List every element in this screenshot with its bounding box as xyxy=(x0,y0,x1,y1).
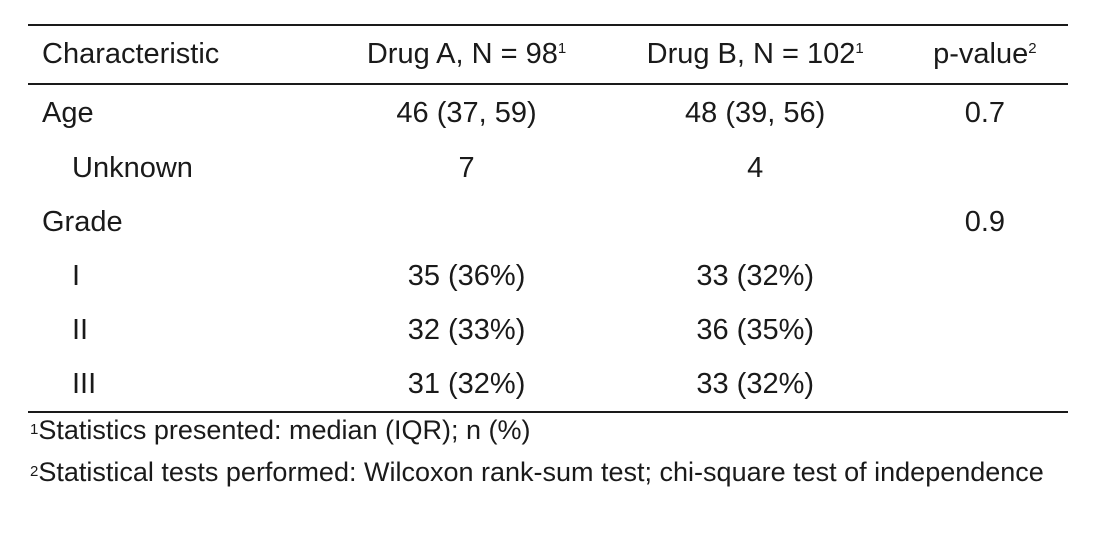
row-label: Age xyxy=(42,96,94,129)
footnote-marker: 1 xyxy=(855,40,864,57)
cell-drug-b: 4 xyxy=(747,151,764,184)
footnote-text: Statistical tests performed: Wilcoxon ra… xyxy=(38,457,1044,487)
table-row: Unknown 7 4 xyxy=(28,141,1068,195)
header-p-value: p-value2 xyxy=(902,25,1068,84)
cell-drug-b: 33 (32%) xyxy=(696,259,815,292)
cell-drug-a: 35 (36%) xyxy=(407,259,526,292)
header-drug-a: Drug A, N = 981 xyxy=(324,25,608,84)
header-characteristic-label: Characteristic xyxy=(42,38,220,70)
header-drug-b: Drug B, N = 1021 xyxy=(609,25,902,84)
cell-p-value xyxy=(902,249,1068,303)
table-row: Grade 0.9 xyxy=(28,195,1068,249)
row-label: I xyxy=(72,259,81,292)
footnote-marker: 2 xyxy=(1028,40,1037,57)
table-row: II 32 (33%) 36 (35%) xyxy=(28,303,1068,357)
cell-drug-b: 48 (39, 56) xyxy=(685,96,826,129)
table-header-row: Characteristic Drug A, N = 981 Drug B, N… xyxy=(28,25,1068,84)
row-label: Grade xyxy=(42,205,123,238)
cell-drug-a: 31 (32%) xyxy=(407,367,526,400)
summary-table: Characteristic Drug A, N = 981 Drug B, N… xyxy=(28,24,1068,413)
footnote-marker: 1 xyxy=(557,40,567,57)
footnote-1: 1Statistics presented: median (IQR); n (… xyxy=(30,414,1060,446)
cell-drug-a: 7 xyxy=(458,151,475,184)
cell-drug-a xyxy=(324,195,608,249)
cell-p-value xyxy=(902,303,1068,357)
table-row: III 31 (32%) 33 (32%) xyxy=(28,357,1068,412)
cell-p-value: 0.9 xyxy=(964,205,1006,238)
cell-drug-a: 46 (37, 59) xyxy=(396,96,537,129)
cell-p-value xyxy=(902,141,1068,195)
row-label: II xyxy=(72,313,89,346)
summary-table-container: Characteristic Drug A, N = 981 Drug B, N… xyxy=(28,24,1068,413)
header-p-value-label: p-value xyxy=(933,38,1029,70)
table-footnotes: 1Statistics presented: median (IQR); n (… xyxy=(30,414,1060,488)
table-row: Age 46 (37, 59) 48 (39, 56) 0.7 xyxy=(28,84,1068,141)
footnote-mark: 1 xyxy=(30,421,39,438)
footnote-text: Statistics presented: median (IQR); n (%… xyxy=(38,415,531,445)
cell-drug-b: 33 (32%) xyxy=(696,367,815,400)
footnote-mark: 2 xyxy=(30,463,39,480)
header-drug-b-label: Drug B, N = 102 xyxy=(646,38,856,70)
header-drug-a-label: Drug A, N = 98 xyxy=(366,38,558,70)
header-characteristic: Characteristic xyxy=(28,25,324,84)
cell-drug-b: 36 (35%) xyxy=(696,313,815,346)
footnote-2: 2Statistical tests performed: Wilcoxon r… xyxy=(30,456,1060,488)
row-label: III xyxy=(72,367,97,400)
cell-p-value: 0.7 xyxy=(964,96,1006,129)
cell-drug-a: 32 (33%) xyxy=(407,313,526,346)
table-row: I 35 (36%) 33 (32%) xyxy=(28,249,1068,303)
cell-drug-b xyxy=(609,195,902,249)
cell-p-value xyxy=(902,357,1068,412)
row-label: Unknown xyxy=(72,151,193,184)
